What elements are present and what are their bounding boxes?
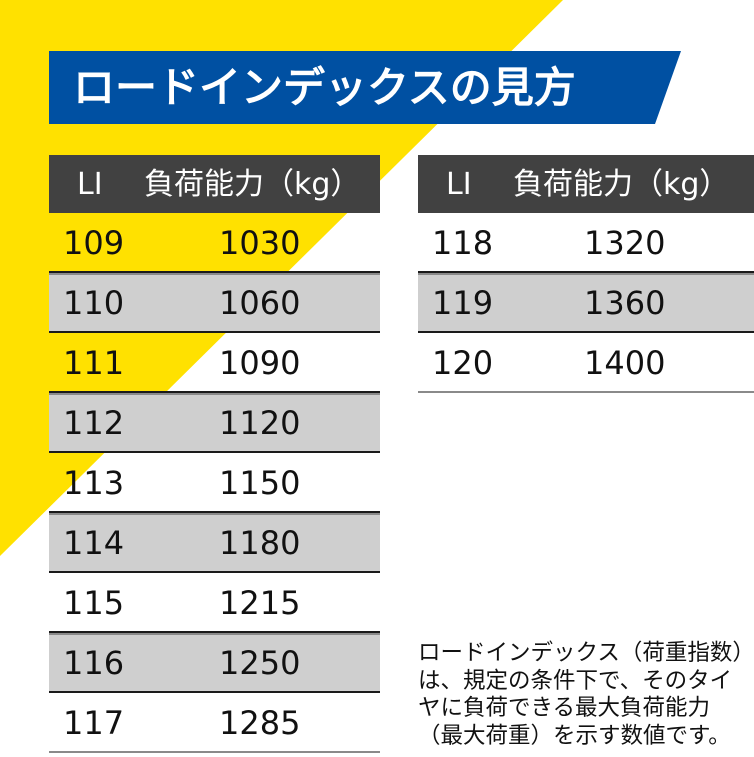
cell-li: 120 (432, 344, 494, 382)
table-row: 113 1150 (49, 453, 380, 513)
cell-kg: 1320 (584, 224, 666, 262)
cell-kg: 1250 (219, 644, 301, 682)
load-index-table-left: LI 負荷能力（kg） 109 1030 110 1060 111 1090 1… (49, 155, 380, 753)
cell-kg: 1120 (219, 404, 301, 442)
cell-kg: 1180 (219, 524, 301, 562)
cell-kg: 1030 (219, 224, 301, 262)
cell-li: 112 (63, 404, 125, 442)
table-row: 110 1060 (49, 273, 380, 333)
table-row: 116 1250 (49, 633, 380, 693)
table-row: 112 1120 (49, 393, 380, 453)
cell-li: 113 (63, 464, 125, 502)
cell-li: 115 (63, 584, 125, 622)
cell-li: 109 (63, 224, 125, 262)
cell-li: 118 (432, 224, 494, 262)
table-row: 115 1215 (49, 573, 380, 633)
banner-shape (49, 51, 681, 124)
table-row: 118 1320 (418, 213, 754, 273)
cell-li: 114 (63, 524, 125, 562)
table-row: 109 1030 (49, 213, 380, 273)
cell-kg: 1090 (219, 344, 301, 382)
header-capacity: 負荷能力（kg） (513, 167, 730, 202)
cell-kg: 1285 (219, 704, 301, 742)
table-row: 114 1180 (49, 513, 380, 573)
title-banner: ロードインデックスの見方 (49, 51, 681, 124)
cell-li: 119 (432, 284, 494, 322)
table-row: 120 1400 (418, 333, 754, 393)
table-row: 111 1090 (49, 333, 380, 393)
cell-kg: 1215 (219, 584, 301, 622)
cell-kg: 1400 (584, 344, 666, 382)
table-row: 119 1360 (418, 273, 754, 333)
explanation-note: ロードインデックス（荷重指数） は、規定の条件下で、そのタイ ヤに負荷できる最大… (418, 640, 754, 749)
cell-kg: 1060 (219, 284, 301, 322)
cell-kg: 1150 (219, 464, 301, 502)
cell-li: 117 (63, 704, 125, 742)
header-capacity: 負荷能力（kg） (144, 167, 361, 202)
page-title: ロードインデックスの見方 (73, 63, 576, 112)
cell-li: 116 (63, 644, 125, 682)
table-row: 117 1285 (49, 693, 380, 753)
header-li: LI (77, 167, 103, 202)
table-header: LI 負荷能力（kg） (418, 155, 754, 213)
table-header: LI 負荷能力（kg） (49, 155, 380, 213)
load-index-table-right: LI 負荷能力（kg） 118 1320 119 1360 120 1400 (418, 155, 754, 393)
cell-li: 111 (63, 344, 125, 382)
cell-kg: 1360 (584, 284, 666, 322)
header-li: LI (446, 167, 472, 202)
cell-li: 110 (63, 284, 125, 322)
